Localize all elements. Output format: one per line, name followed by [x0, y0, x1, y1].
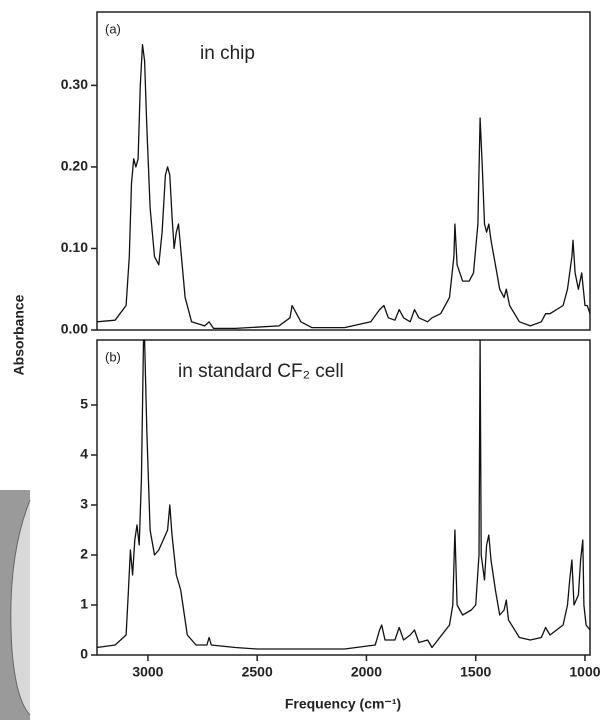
- y-tick-label: 2: [80, 546, 88, 562]
- annotation: in standard CF₂ cell: [178, 361, 344, 382]
- annotation: in chip: [200, 43, 255, 64]
- x-tick-label: 3000: [132, 664, 163, 680]
- panel-label: (b): [105, 349, 121, 364]
- x-tick-label: 2500: [242, 664, 273, 680]
- panel-label: (a): [105, 21, 121, 36]
- y-tick-label: 0.20: [61, 158, 88, 174]
- plot-frame: [96, 339, 591, 656]
- y-tick-label: 0.00: [61, 321, 88, 337]
- spectrum-line: [96, 339, 591, 650]
- y-tick-label: 0: [80, 646, 88, 662]
- inset-photo-edge: [10, 499, 31, 716]
- y-tick-label: 0.10: [61, 239, 88, 255]
- y-axis-label: Absorbance: [11, 294, 27, 375]
- y-tick-label: 0.30: [61, 76, 88, 92]
- plot-frame: [96, 11, 591, 331]
- y-tick-label: 1: [80, 596, 88, 612]
- y-tick-label: 5: [80, 396, 88, 412]
- x-tick-label: 1500: [460, 664, 491, 680]
- y-tick-label: 4: [80, 446, 88, 462]
- spectrum-line: [96, 43, 591, 330]
- x-axis-label: Frequency (cm⁻¹): [285, 696, 401, 712]
- y-tick-label: 3: [80, 496, 88, 512]
- x-tick-label: 2000: [351, 664, 382, 680]
- x-tick-label: 1000: [569, 664, 600, 680]
